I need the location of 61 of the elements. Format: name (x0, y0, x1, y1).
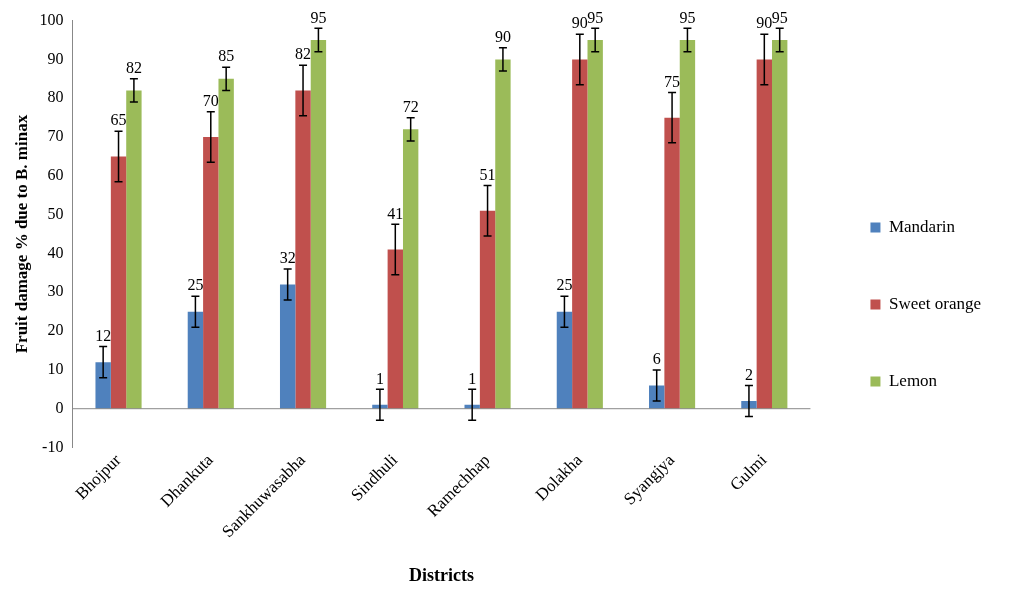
data-label: 1 (468, 369, 477, 387)
y-tick-label: -10 (42, 437, 64, 455)
bar (402, 129, 419, 409)
y-axis-title: Fruit damage % due to B. minax (11, 114, 31, 354)
y-tick-label: 30 (47, 282, 64, 300)
data-label: 90 (494, 27, 511, 45)
legend-label: Lemon (888, 370, 938, 390)
data-label: 82 (125, 59, 142, 77)
y-tick-label: 90 (47, 49, 64, 67)
y-tick-label: 40 (47, 243, 64, 261)
data-label: 65 (110, 111, 127, 129)
y-tick-label: 70 (47, 127, 64, 145)
y-tick-label: 10 (47, 360, 64, 378)
data-label: 25 (556, 276, 573, 294)
y-tick-label: 60 (47, 166, 64, 184)
bar (664, 117, 680, 409)
data-label: 85 (218, 47, 235, 65)
data-label: 90 (756, 14, 773, 32)
data-label: 95 (310, 8, 327, 26)
data-label: 51 (479, 165, 496, 183)
bar (126, 90, 142, 409)
data-label: 6 (652, 350, 661, 368)
bar (495, 59, 511, 409)
bar (387, 249, 403, 409)
data-label: 82 (295, 45, 312, 63)
data-label: 72 (402, 97, 419, 115)
data-label: 95 (587, 8, 604, 26)
data-label: 41 (387, 204, 404, 222)
legend-label: Mandarin (888, 216, 956, 236)
bar (679, 40, 696, 409)
bar (110, 156, 127, 409)
bar (587, 40, 603, 409)
data-label: 1 (375, 369, 384, 387)
data-label: 95 (771, 8, 788, 26)
data-label: 2 (744, 365, 753, 383)
bar (295, 90, 311, 409)
bar (756, 59, 773, 409)
bar (95, 362, 111, 409)
bar (310, 40, 327, 409)
data-label: 70 (202, 92, 219, 110)
bar (218, 78, 234, 409)
bar (572, 59, 588, 409)
data-label: 90 (571, 14, 588, 32)
legend-label: Sweet orange (888, 293, 982, 313)
bar (279, 284, 296, 409)
bar (556, 311, 573, 409)
data-label: 95 (679, 8, 696, 26)
bar (203, 137, 219, 409)
y-tick-label: 50 (47, 204, 64, 222)
x-axis-title: Districts (408, 564, 474, 585)
data-label: 25 (187, 276, 204, 294)
y-tick-label: 100 (39, 10, 64, 28)
bar (187, 311, 204, 409)
data-label: 32 (279, 249, 296, 267)
y-tick-label: 80 (47, 88, 64, 106)
data-label: 75 (664, 72, 681, 90)
y-tick-label: 20 (47, 321, 64, 339)
y-tick-label: 0 (55, 398, 64, 416)
bar (479, 210, 496, 409)
data-label: 12 (95, 326, 112, 344)
bar (772, 40, 788, 409)
